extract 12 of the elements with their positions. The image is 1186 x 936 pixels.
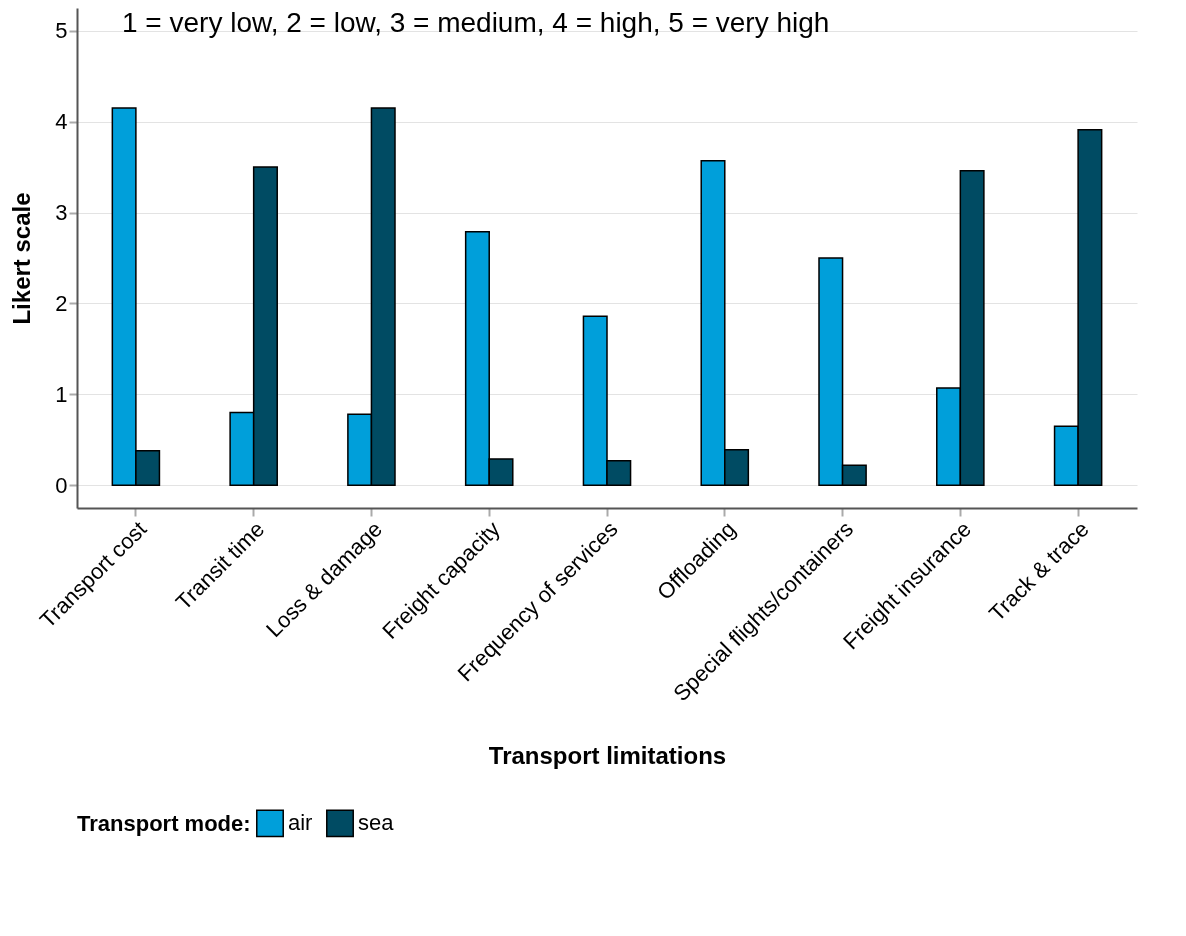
legend-title: Transport mode: [77, 811, 251, 836]
y-tick-label: 3 [55, 200, 68, 226]
y-tick-label: 4 [55, 109, 68, 135]
y-tick-label: 2 [55, 290, 68, 316]
y-tick-label: 5 [55, 18, 68, 44]
y-tick-label: 0 [55, 472, 68, 498]
y-tick-label: 1 [55, 381, 68, 407]
legend-label: sea [358, 810, 395, 836]
y-axis-title: Likert scale [8, 192, 36, 325]
x-axis-title: Transport limitations [488, 742, 727, 770]
legend-label: air [288, 810, 313, 836]
annotation: 1 = very low, 2 = low, 3 = medium, 4 = high, 5 = very high [122, 7, 830, 38]
